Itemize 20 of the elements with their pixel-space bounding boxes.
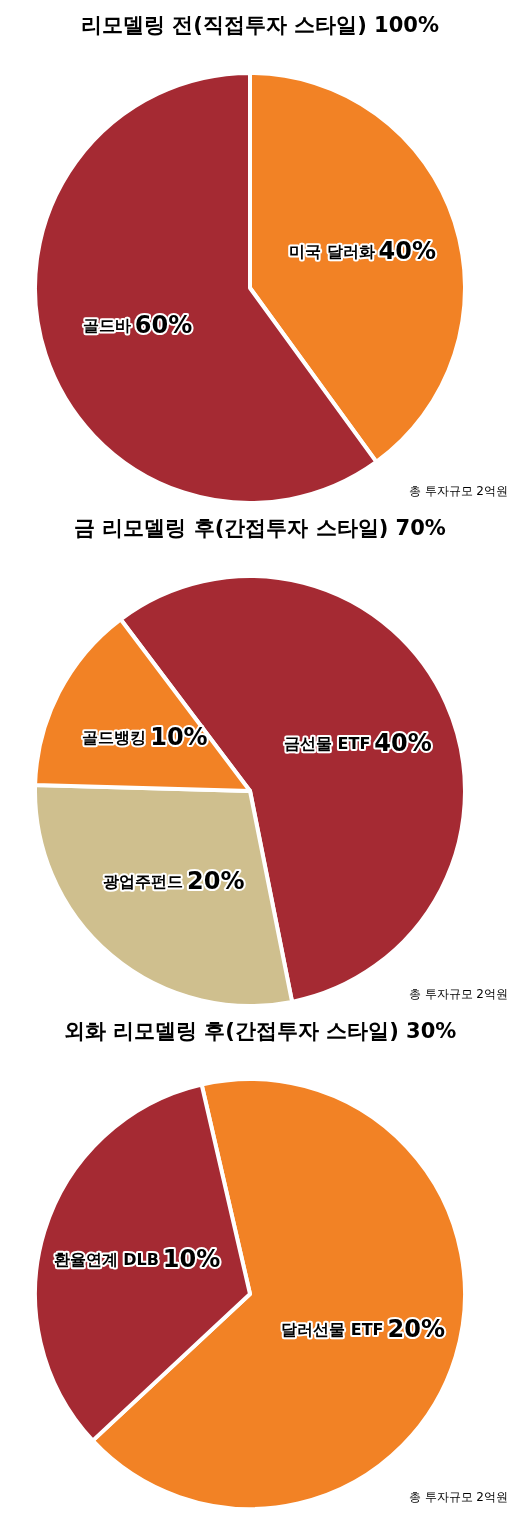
text: 총 투자규모 2억원 [408,1490,508,1504]
data-label: 60% [134,310,193,339]
slice-label: 광업주펀드 [103,871,184,891]
slice-label: 골드뱅킹 [82,727,147,747]
data-label: 10% [150,722,208,751]
data-label: 20% [387,1314,445,1343]
text: 총 투자규모 2억원 [408,987,508,1001]
slice-label: 골드바 [82,315,131,335]
chart-title: 외화 리모델링 후(간접투자 스타일) 30% [63,1019,457,1043]
chart-title: 금 리모델링 후(간접투자 스타일) 70% [74,516,446,540]
slice-label: 환율연계 DLB [53,1249,159,1269]
slice-label: 달러선물 ETF [281,1319,384,1339]
data-label: 20% [187,867,245,896]
data-label: 40% [378,237,436,266]
chart-title: 리모델링 전(직접투자 스타일) 100% [80,13,440,37]
data-label: 10% [162,1245,221,1274]
slice-label: 미국 달러화 [288,241,375,261]
slice-label: 금선물 ETF [284,733,371,753]
data-label: 40% [374,728,432,757]
text: 총 투자규모 2억원 [408,484,508,498]
